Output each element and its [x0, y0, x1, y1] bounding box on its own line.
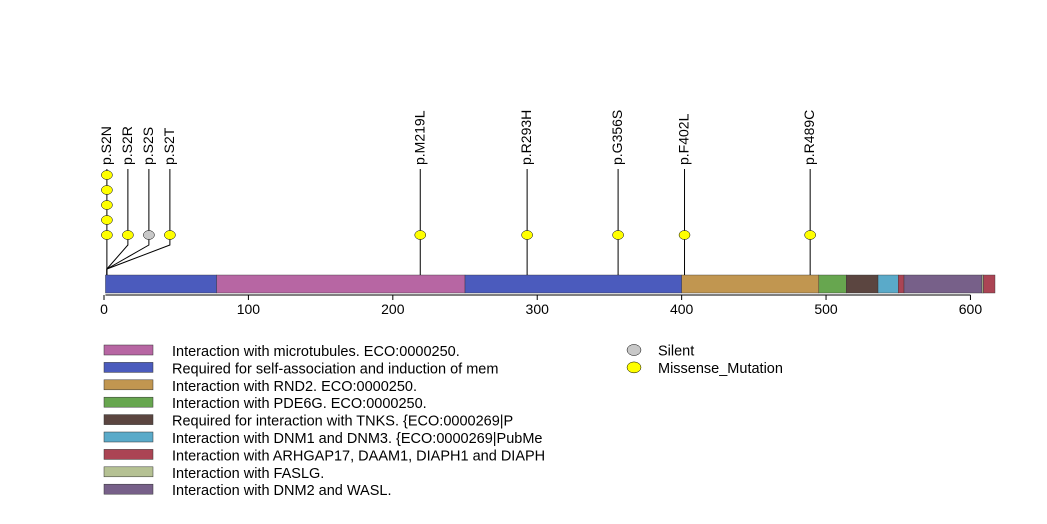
mutation-label: p.R489C: [801, 110, 817, 165]
legend-label: Silent: [658, 344, 694, 360]
mutation-head: [101, 230, 113, 240]
mutation-head: [414, 230, 427, 240]
mutation-label: p.S2R: [119, 126, 135, 165]
legend-label: Interaction with ARHGAP17, DAAM1, DIAPH1…: [172, 448, 545, 464]
legend-swatch: [103, 466, 154, 478]
legend-swatch: [103, 449, 154, 460]
legend-label: Interaction with PDE6G. ECO:0000250.: [172, 396, 427, 412]
domain-segment: [818, 274, 847, 294]
legend-label: Interaction with DNM2 and WASL.: [172, 483, 391, 499]
legend-swatch: [103, 344, 154, 356]
mutation-head: [143, 230, 155, 240]
x-tick-label: 300: [526, 301, 550, 317]
legend-label: Missense_Mutation: [658, 361, 783, 377]
mutation-head: [164, 230, 176, 240]
mutation-label: p.S2S: [140, 127, 156, 165]
legend-label: Required for self-association and induct…: [172, 361, 498, 377]
x-tick-label: 400: [670, 301, 694, 317]
domain-segment: [898, 274, 905, 294]
domain-segment: [681, 274, 820, 294]
legend-swatch: [103, 362, 154, 373]
mutation-head: [804, 230, 816, 240]
x-tick-label: 100: [237, 301, 261, 317]
mutation-head: [101, 215, 113, 225]
mutation-head: [612, 230, 624, 240]
mutation-head: [122, 230, 134, 240]
legend-swatch: [103, 414, 154, 425]
mutation-label: p.S2N: [98, 126, 114, 165]
legend-label: Required for interaction with TNKS. {ECO…: [172, 414, 513, 430]
mutation-label: p.R293H: [518, 110, 534, 165]
legend-marker: [626, 361, 642, 374]
mutation-label: p.G356S: [609, 110, 625, 165]
legend-label: Interaction with FASLG.: [172, 466, 324, 482]
legend-swatch: [103, 379, 154, 391]
domain-segment: [464, 274, 682, 294]
domain-segment: [877, 274, 899, 294]
x-tick-label: 500: [814, 301, 838, 317]
domain-segment: [983, 274, 996, 294]
mutation-head: [101, 185, 113, 195]
legend-label: Interaction with microtubules. ECO:00002…: [172, 344, 460, 360]
mutation-head: [101, 200, 113, 210]
legend-swatch: [103, 431, 154, 443]
mutation-stem: [106, 169, 171, 275]
domain-segment: [903, 274, 983, 294]
legend-swatch: [103, 483, 154, 495]
legend-marker: [626, 344, 642, 356]
mutation-label: p.M219L: [411, 110, 427, 165]
mutation-label: p.F402L: [676, 113, 692, 165]
legend-label: Interaction with RND2. ECO:0000250.: [172, 379, 417, 395]
mutation-head: [101, 170, 113, 180]
x-tick-label: 200: [381, 301, 405, 317]
domain-segment: [846, 274, 879, 294]
legend-swatch: [103, 396, 154, 408]
domain-segment: [216, 274, 466, 294]
mutation-head: [678, 230, 691, 240]
x-tick-label: 0: [100, 301, 108, 317]
mutation-head: [521, 230, 533, 240]
mutation-label: p.S2T: [161, 127, 177, 165]
x-tick-label: 600: [959, 301, 983, 317]
legend-label: Interaction with DNM1 and DNM3. {ECO:000…: [172, 431, 542, 447]
domain-segment: [981, 274, 984, 294]
domain-segment: [105, 274, 217, 294]
